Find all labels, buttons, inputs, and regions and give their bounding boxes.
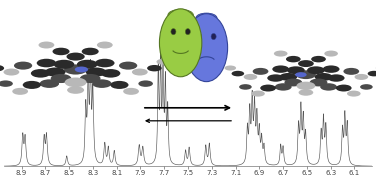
Ellipse shape [296,82,315,90]
Ellipse shape [286,56,301,62]
Ellipse shape [328,74,344,82]
Ellipse shape [274,51,288,57]
Ellipse shape [197,33,202,40]
Ellipse shape [320,83,337,91]
Ellipse shape [123,88,139,95]
Ellipse shape [64,64,87,75]
Ellipse shape [147,65,162,71]
Ellipse shape [67,53,85,61]
Ellipse shape [323,65,340,73]
Ellipse shape [23,81,41,89]
Ellipse shape [343,68,359,75]
Ellipse shape [272,65,289,73]
Ellipse shape [368,71,376,76]
Ellipse shape [196,13,217,23]
Ellipse shape [244,74,257,80]
Ellipse shape [296,70,316,79]
Ellipse shape [65,77,86,87]
Ellipse shape [97,42,113,49]
Ellipse shape [185,14,227,82]
Ellipse shape [159,9,202,77]
Ellipse shape [336,84,352,91]
Ellipse shape [92,79,112,88]
Ellipse shape [53,48,70,55]
Ellipse shape [156,59,170,65]
Ellipse shape [54,60,74,69]
Ellipse shape [80,74,100,83]
Ellipse shape [253,68,268,75]
Ellipse shape [295,72,307,77]
Ellipse shape [260,84,276,91]
Ellipse shape [299,89,313,96]
Ellipse shape [168,9,193,21]
Ellipse shape [38,42,55,49]
Ellipse shape [77,60,98,69]
Ellipse shape [239,84,252,90]
Ellipse shape [309,79,327,86]
Ellipse shape [0,80,13,87]
Ellipse shape [324,51,338,57]
Ellipse shape [75,67,88,72]
Ellipse shape [110,81,129,89]
Ellipse shape [307,66,325,74]
Ellipse shape [171,29,176,35]
Ellipse shape [31,69,50,78]
Ellipse shape [95,59,115,67]
Ellipse shape [311,56,326,62]
Ellipse shape [211,33,216,40]
Ellipse shape [67,86,84,94]
Ellipse shape [82,48,99,55]
Ellipse shape [14,62,32,70]
Ellipse shape [232,71,244,76]
Ellipse shape [132,69,148,76]
Ellipse shape [0,65,4,71]
Ellipse shape [267,74,284,82]
Ellipse shape [45,67,65,77]
Ellipse shape [51,74,71,83]
Ellipse shape [284,79,302,86]
Ellipse shape [37,59,56,67]
Ellipse shape [360,84,373,90]
Ellipse shape [101,69,120,78]
Ellipse shape [315,73,332,81]
Ellipse shape [119,62,137,70]
Ellipse shape [275,83,292,91]
Ellipse shape [12,88,28,95]
Ellipse shape [251,91,265,97]
Ellipse shape [355,74,368,80]
Ellipse shape [298,60,314,67]
Ellipse shape [39,79,59,88]
Ellipse shape [287,66,305,74]
Ellipse shape [185,29,190,35]
Ellipse shape [138,80,153,87]
Ellipse shape [224,65,236,70]
Ellipse shape [347,91,361,97]
Ellipse shape [3,69,19,76]
Ellipse shape [279,73,297,81]
Ellipse shape [86,67,106,77]
